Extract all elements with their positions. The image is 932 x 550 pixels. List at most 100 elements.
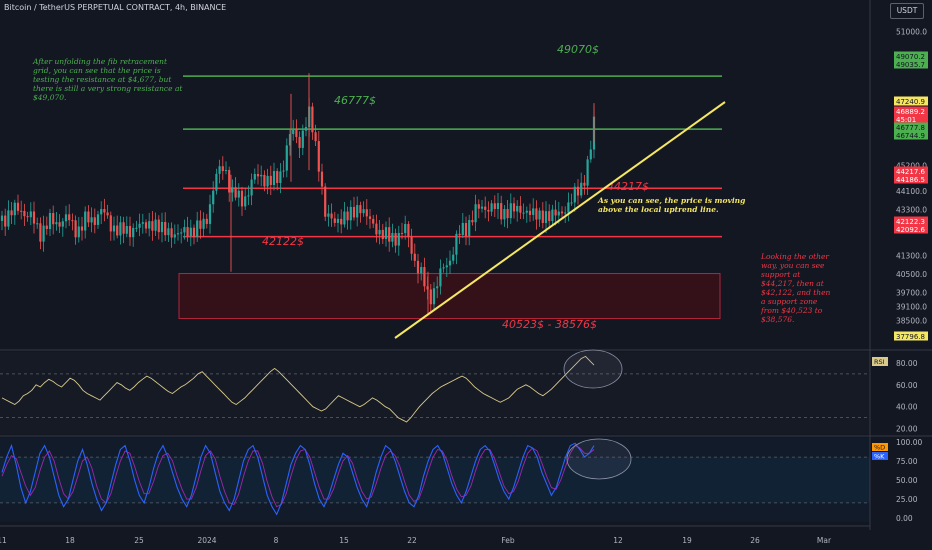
time-tick-label: 12	[613, 536, 623, 545]
candle-body	[186, 227, 189, 237]
candle-body	[503, 209, 506, 220]
level-label: 44217$	[607, 180, 649, 193]
candle-body	[330, 213, 333, 219]
candle-body	[199, 220, 202, 229]
candle-body	[432, 288, 436, 305]
candle-body	[93, 217, 96, 225]
candle-body	[250, 179, 253, 196]
candle-body	[295, 129, 298, 137]
price-tag	[894, 130, 928, 140]
price-tag	[894, 216, 928, 226]
candle-body	[554, 209, 557, 216]
candle-body	[439, 268, 442, 287]
candle-body	[285, 145, 288, 171]
candle-body	[333, 218, 336, 223]
price-tick-label: 41300.0	[896, 252, 927, 261]
candle-body	[13, 202, 16, 216]
candle-body	[183, 227, 186, 233]
candle-body	[292, 129, 295, 135]
candle-body	[87, 211, 90, 223]
rsi-legend-tag	[872, 357, 888, 366]
candle-body	[442, 267, 445, 269]
candle-body	[269, 175, 272, 186]
stoch-pane	[0, 438, 870, 522]
candle-body	[541, 210, 544, 224]
candle-body	[218, 166, 221, 174]
candle-body	[154, 219, 157, 231]
price-tag	[894, 96, 928, 106]
candle-body	[410, 237, 413, 254]
candle-body	[311, 106, 314, 133]
candle-body	[160, 222, 164, 233]
rsi-tick-label: 60.00	[896, 381, 918, 390]
candle-body	[84, 211, 87, 231]
candle-body	[244, 196, 247, 207]
candle-body	[522, 212, 525, 214]
candle-body	[586, 159, 589, 186]
candle-body	[564, 212, 567, 214]
candle-body	[388, 227, 391, 242]
rsi-highlight-circle	[563, 349, 623, 389]
candle-body	[26, 216, 29, 218]
candle-body	[0, 215, 4, 221]
candle-body	[573, 186, 576, 203]
candle-body	[176, 233, 180, 235]
candle-body	[36, 223, 39, 225]
stoch-band	[0, 457, 870, 503]
candle-body	[576, 186, 580, 196]
stoch-d-legend-tag	[872, 443, 888, 451]
candle-body	[71, 220, 74, 222]
time-tick-label: Mar	[817, 536, 832, 545]
candle-body	[141, 222, 144, 224]
price-tag	[894, 166, 928, 176]
candle-body	[538, 210, 541, 220]
candle-body	[567, 202, 570, 213]
candle-body	[532, 208, 535, 215]
candle-body	[368, 216, 372, 219]
candle-body	[240, 190, 244, 207]
candle-body	[29, 211, 32, 218]
candle-body	[400, 232, 404, 234]
candle-body	[301, 130, 304, 148]
candle-body	[468, 220, 471, 236]
candle-body	[266, 175, 269, 187]
price-tick-label: 39100.0	[896, 302, 927, 311]
candle-body	[391, 233, 394, 242]
candle-body	[189, 227, 192, 237]
candle-body	[16, 202, 20, 211]
candle-body	[237, 190, 240, 198]
candle-body	[500, 203, 503, 220]
currency-button[interactable]: USDT	[890, 3, 924, 19]
candle-body	[464, 223, 468, 236]
candle-body	[256, 174, 260, 177]
candle-body	[77, 226, 80, 238]
candle-body	[336, 218, 340, 223]
candle-body	[461, 223, 464, 236]
price-tick-label: 39700.0	[896, 289, 927, 298]
candle-body	[474, 204, 477, 223]
candle-body	[208, 204, 212, 224]
candle-body	[48, 212, 52, 230]
candle-body	[202, 218, 205, 229]
candle-body	[298, 136, 301, 148]
price-tag-text: 46889.2	[896, 108, 925, 116]
price-tag-text: 44186.5	[896, 176, 925, 184]
price-tag	[894, 106, 928, 116]
price-tag-text: 45:01	[896, 116, 916, 124]
candle-body	[151, 221, 154, 231]
stoch-tick-label: 50.00	[896, 476, 918, 485]
candle-body	[157, 219, 160, 233]
candle-body	[356, 205, 359, 218]
candle-body	[196, 220, 199, 237]
level-label: 46777$	[334, 94, 376, 107]
time-tick-label: 2024	[197, 536, 216, 545]
stoch-tick-label: 100.00	[896, 438, 922, 447]
candle-body	[506, 209, 509, 219]
price-tag	[894, 224, 928, 234]
candle-body	[448, 260, 452, 266]
stoch-k-legend-text: %K	[874, 453, 885, 461]
candle-body	[20, 210, 23, 212]
candle-body	[39, 223, 42, 242]
rsi-tick-label: 20.00	[896, 425, 918, 434]
